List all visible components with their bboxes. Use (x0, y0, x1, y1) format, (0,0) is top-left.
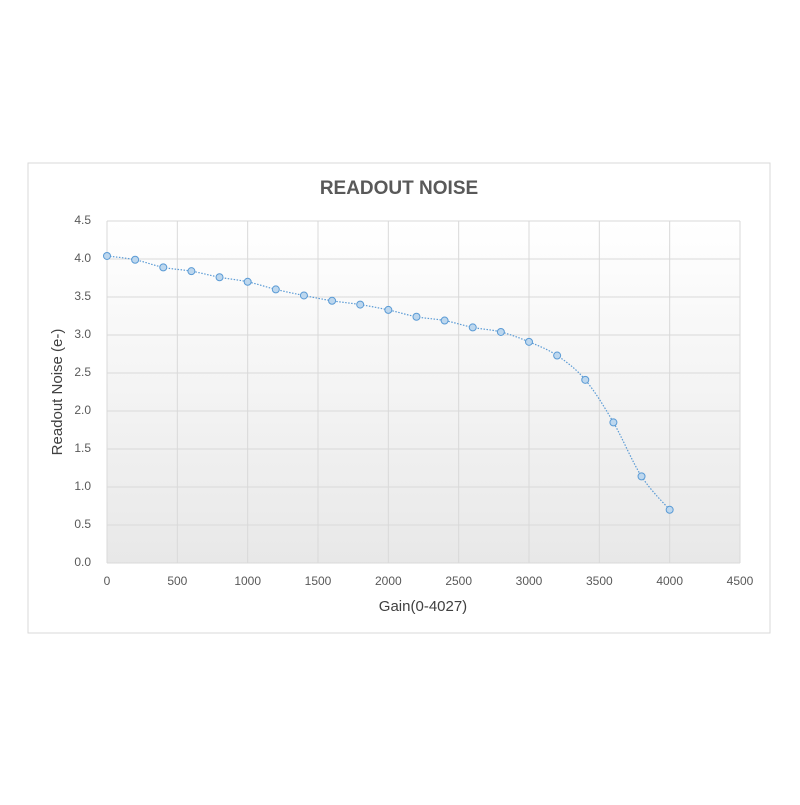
data-point (609, 418, 618, 427)
x-tick-label: 1000 (234, 574, 261, 588)
x-tick-label: 2000 (375, 574, 402, 588)
data-point (299, 291, 308, 300)
y-tick-label: 2.5 (74, 365, 91, 379)
series-line (106, 255, 671, 511)
data-point (131, 255, 140, 264)
y-tick-label: 0.0 (74, 555, 91, 569)
data-point (496, 327, 505, 336)
plot-area (107, 221, 740, 563)
y-axis-label: Readout Noise (e-) (49, 329, 66, 456)
data-point (215, 273, 224, 282)
data-point (243, 277, 252, 286)
data-point (384, 305, 393, 314)
data-point (440, 316, 449, 325)
x-tick-label: 4000 (656, 574, 683, 588)
y-tick-label: 2.0 (74, 403, 91, 417)
data-point (271, 285, 280, 294)
x-tick-label: 0 (104, 574, 111, 588)
x-tick-label: 500 (167, 574, 187, 588)
x-tick-label: 3500 (586, 574, 613, 588)
y-tick-label: 1.5 (74, 441, 91, 455)
x-tick-label: 3000 (516, 574, 543, 588)
chart-title: READOUT NOISE (320, 178, 478, 199)
data-point (356, 300, 365, 309)
data-point (187, 267, 196, 276)
data-point (468, 323, 477, 332)
y-tick-label: 1.0 (74, 479, 91, 493)
x-axis-label: Gain(0-4027) (379, 598, 467, 615)
data-point (103, 251, 111, 260)
y-tick-label: 3.5 (74, 289, 91, 303)
data-point (159, 263, 168, 272)
x-tick-label: 1500 (305, 574, 332, 588)
data-point (637, 472, 646, 481)
data-point (525, 337, 533, 346)
data-point (328, 296, 337, 305)
y-tick-label: 4.5 (74, 213, 91, 227)
data-point (412, 312, 421, 321)
x-tick-label: 4500 (727, 574, 754, 588)
y-tick-label: 4.0 (74, 251, 91, 265)
data-point (665, 505, 674, 514)
y-tick-label: 3.0 (74, 327, 91, 341)
data-point (553, 351, 562, 360)
x-tick-label: 2500 (445, 574, 472, 588)
y-tick-label: 0.5 (74, 517, 91, 531)
data-point (581, 375, 590, 384)
